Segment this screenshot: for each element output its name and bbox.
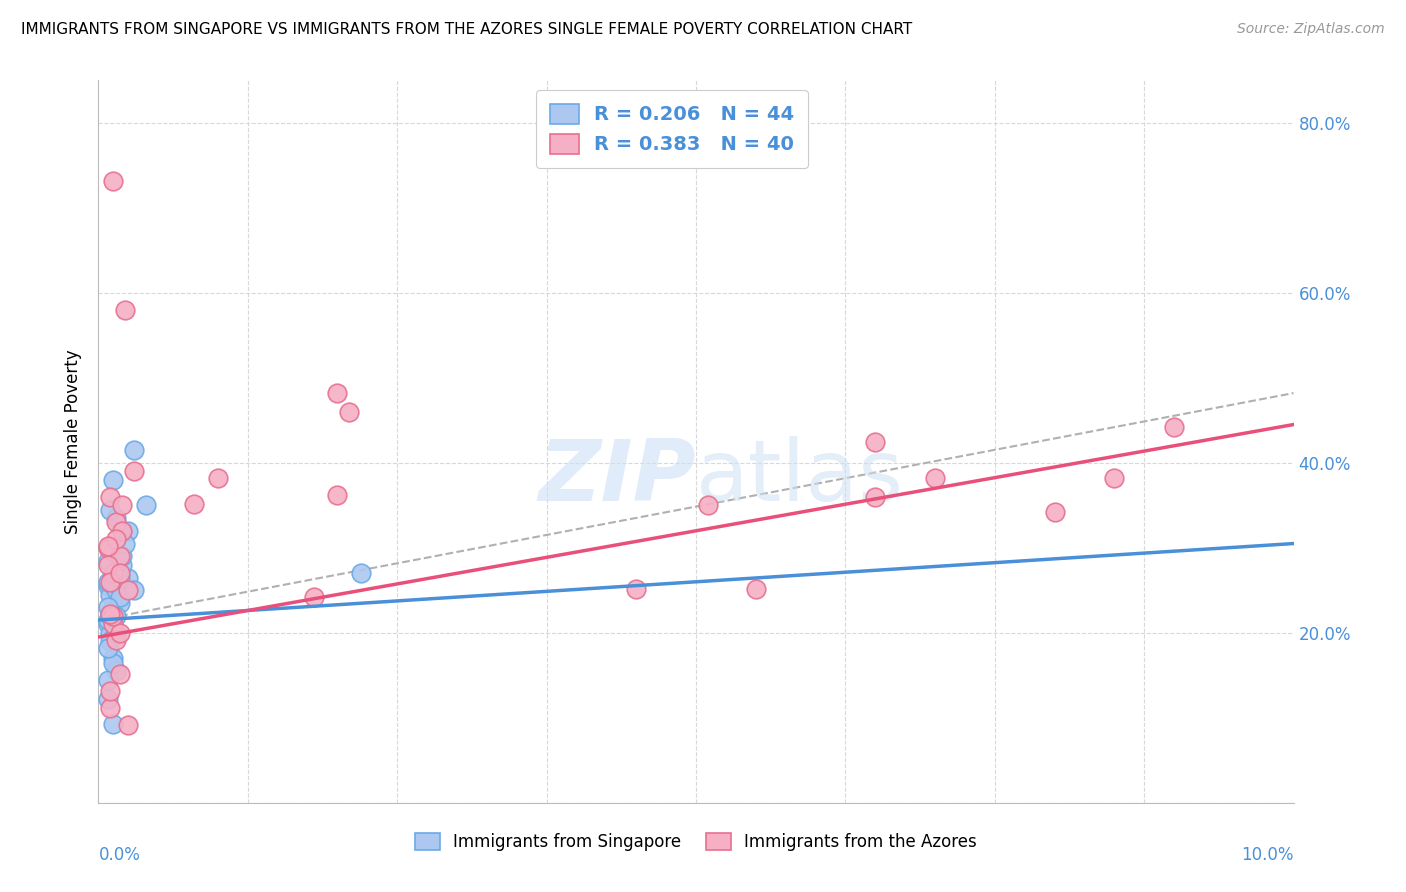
Point bbox=[97, 579, 120, 593]
Text: ZIP: ZIP bbox=[538, 436, 696, 519]
Point bbox=[108, 596, 131, 610]
Point bbox=[117, 583, 139, 598]
Point bbox=[1104, 471, 1126, 485]
Point bbox=[326, 386, 349, 401]
Text: atlas: atlas bbox=[696, 436, 904, 519]
Point bbox=[101, 608, 124, 623]
Point bbox=[97, 673, 120, 687]
Point bbox=[97, 600, 120, 615]
Y-axis label: Single Female Poverty: Single Female Poverty bbox=[65, 350, 83, 533]
Point bbox=[98, 502, 122, 516]
Point bbox=[207, 471, 229, 485]
Point bbox=[117, 570, 139, 584]
Point bbox=[105, 664, 128, 678]
Text: Source: ZipAtlas.com: Source: ZipAtlas.com bbox=[1237, 22, 1385, 37]
Point bbox=[108, 566, 131, 581]
Point bbox=[98, 607, 122, 621]
Point bbox=[97, 613, 120, 627]
Point bbox=[105, 570, 128, 584]
Point bbox=[302, 590, 325, 604]
Text: 10.0%: 10.0% bbox=[1241, 847, 1294, 864]
Point bbox=[97, 541, 120, 555]
Point bbox=[124, 464, 146, 478]
Point bbox=[105, 533, 128, 547]
Point bbox=[98, 490, 122, 504]
Point bbox=[101, 617, 124, 632]
Point bbox=[98, 683, 122, 698]
Point bbox=[111, 549, 134, 564]
Point bbox=[111, 558, 134, 572]
Point bbox=[108, 549, 131, 564]
Point bbox=[101, 173, 124, 187]
Point bbox=[108, 590, 131, 604]
Point bbox=[98, 605, 122, 619]
Point bbox=[97, 539, 120, 553]
Point bbox=[1163, 420, 1185, 434]
Point bbox=[1043, 505, 1066, 519]
Point bbox=[697, 498, 720, 512]
Point bbox=[101, 545, 124, 559]
Point bbox=[101, 566, 124, 581]
Point bbox=[114, 536, 136, 550]
Point bbox=[98, 608, 122, 623]
Point bbox=[98, 625, 122, 640]
Point bbox=[183, 497, 205, 511]
Point bbox=[98, 588, 122, 602]
Text: IMMIGRANTS FROM SINGAPORE VS IMMIGRANTS FROM THE AZORES SINGLE FEMALE POVERTY CO: IMMIGRANTS FROM SINGAPORE VS IMMIGRANTS … bbox=[21, 22, 912, 37]
Point bbox=[97, 692, 120, 706]
Point bbox=[108, 566, 131, 581]
Point bbox=[105, 625, 128, 640]
Point bbox=[108, 570, 131, 584]
Point bbox=[339, 405, 361, 419]
Point bbox=[626, 582, 648, 596]
Point bbox=[105, 608, 128, 623]
Point bbox=[101, 651, 124, 665]
Point bbox=[865, 490, 887, 504]
Point bbox=[111, 498, 134, 512]
Point bbox=[111, 524, 134, 538]
Text: 0.0%: 0.0% bbox=[98, 847, 141, 864]
Point bbox=[117, 524, 139, 538]
Point bbox=[111, 524, 134, 538]
Point bbox=[98, 700, 122, 714]
Point bbox=[97, 641, 120, 656]
Point bbox=[97, 574, 120, 589]
Point bbox=[745, 582, 768, 596]
Point bbox=[124, 443, 146, 458]
Point bbox=[105, 511, 128, 525]
Point bbox=[117, 717, 139, 731]
Point bbox=[101, 716, 124, 731]
Point bbox=[101, 605, 124, 619]
Point bbox=[326, 488, 349, 502]
Point bbox=[98, 634, 122, 648]
Point bbox=[105, 583, 128, 598]
Point bbox=[101, 473, 124, 487]
Point bbox=[101, 574, 124, 589]
Point bbox=[98, 574, 122, 589]
Point bbox=[97, 617, 120, 632]
Point bbox=[108, 666, 131, 681]
Point bbox=[865, 435, 887, 450]
Point bbox=[105, 566, 128, 581]
Point bbox=[98, 541, 122, 555]
Point bbox=[108, 625, 131, 640]
Point bbox=[924, 471, 946, 485]
Point bbox=[97, 558, 120, 572]
Legend: Immigrants from Singapore, Immigrants from the Azores: Immigrants from Singapore, Immigrants fr… bbox=[406, 825, 986, 860]
Point bbox=[97, 553, 120, 567]
Point bbox=[135, 498, 157, 512]
Point bbox=[105, 632, 128, 647]
Point bbox=[101, 656, 124, 670]
Point bbox=[114, 302, 136, 317]
Point bbox=[105, 516, 128, 530]
Point bbox=[124, 583, 146, 598]
Point bbox=[350, 566, 373, 581]
